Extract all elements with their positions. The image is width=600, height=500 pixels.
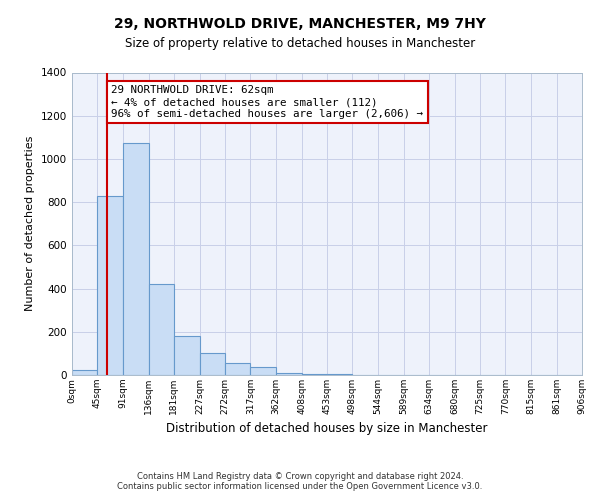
Bar (276, 373, 302, 375)
Bar (123, 142, 149, 375)
Bar (327, 374, 352, 375)
Bar (174, 336, 200, 375)
Text: 29 NORTHWOLD DRIVE: 62sqm
← 4% of detached houses are smaller (112)
96% of semi-: 29 NORTHWOLD DRIVE: 62sqm ← 4% of detach… (112, 86, 424, 118)
Text: Contains HM Land Registry data © Crown copyright and database right 2024.: Contains HM Land Registry data © Crown c… (137, 472, 463, 481)
Bar (149, 284, 174, 375)
Text: Size of property relative to detached houses in Manchester: Size of property relative to detached ho… (125, 38, 475, 51)
Bar (250, 368, 276, 375)
Bar (225, 363, 250, 375)
X-axis label: Distribution of detached houses by size in Manchester: Distribution of detached houses by size … (166, 422, 488, 436)
Text: 29, NORTHWOLD DRIVE, MANCHESTER, M9 7HY: 29, NORTHWOLD DRIVE, MANCHESTER, M9 7HY (114, 18, 486, 32)
Bar (200, 354, 225, 375)
Bar (97, 196, 123, 375)
Y-axis label: Number of detached properties: Number of detached properties (25, 136, 35, 312)
Bar (302, 374, 327, 375)
Bar (72, 370, 97, 375)
Text: Contains public sector information licensed under the Open Government Licence v3: Contains public sector information licen… (118, 482, 482, 491)
